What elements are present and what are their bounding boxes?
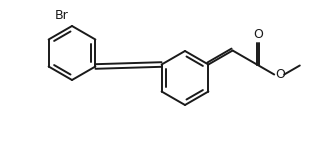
Text: O: O bbox=[253, 28, 263, 42]
Text: Br: Br bbox=[55, 9, 69, 22]
Text: O: O bbox=[275, 68, 285, 81]
